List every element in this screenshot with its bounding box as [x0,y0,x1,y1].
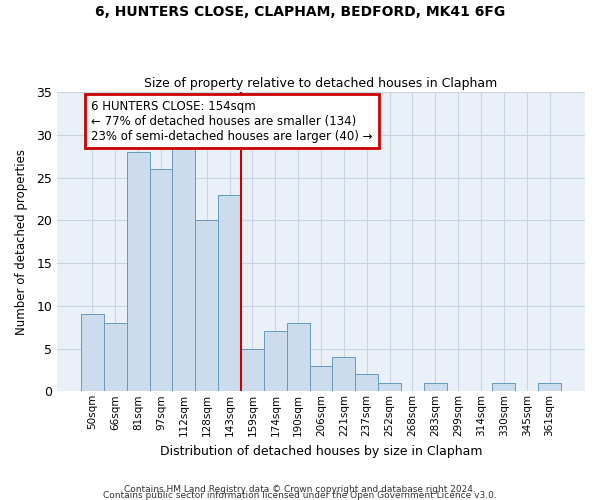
Bar [332,357,355,392]
Text: 6 HUNTERS CLOSE: 154sqm
← 77% of detached houses are smaller (134)
23% of semi-d: 6 HUNTERS CLOSE: 154sqm ← 77% of detache… [91,100,373,142]
Bar [172,144,196,392]
Bar [149,169,172,392]
Text: Contains public sector information licensed under the Open Government Licence v3: Contains public sector information licen… [103,490,497,500]
Bar [104,323,127,392]
Bar [241,348,264,392]
Text: Contains HM Land Registry data © Crown copyright and database right 2024.: Contains HM Land Registry data © Crown c… [124,484,476,494]
Bar [81,314,104,392]
Y-axis label: Number of detached properties: Number of detached properties [15,148,28,334]
Bar [196,220,218,392]
Bar [287,323,310,392]
Bar [493,382,515,392]
Text: 6, HUNTERS CLOSE, CLAPHAM, BEDFORD, MK41 6FG: 6, HUNTERS CLOSE, CLAPHAM, BEDFORD, MK41… [95,5,505,19]
Bar [218,194,241,392]
Title: Size of property relative to detached houses in Clapham: Size of property relative to detached ho… [145,76,497,90]
Bar [424,382,447,392]
Bar [538,382,561,392]
Bar [378,382,401,392]
X-axis label: Distribution of detached houses by size in Clapham: Distribution of detached houses by size … [160,444,482,458]
Bar [355,374,378,392]
Bar [127,152,149,392]
Bar [310,366,332,392]
Bar [264,332,287,392]
